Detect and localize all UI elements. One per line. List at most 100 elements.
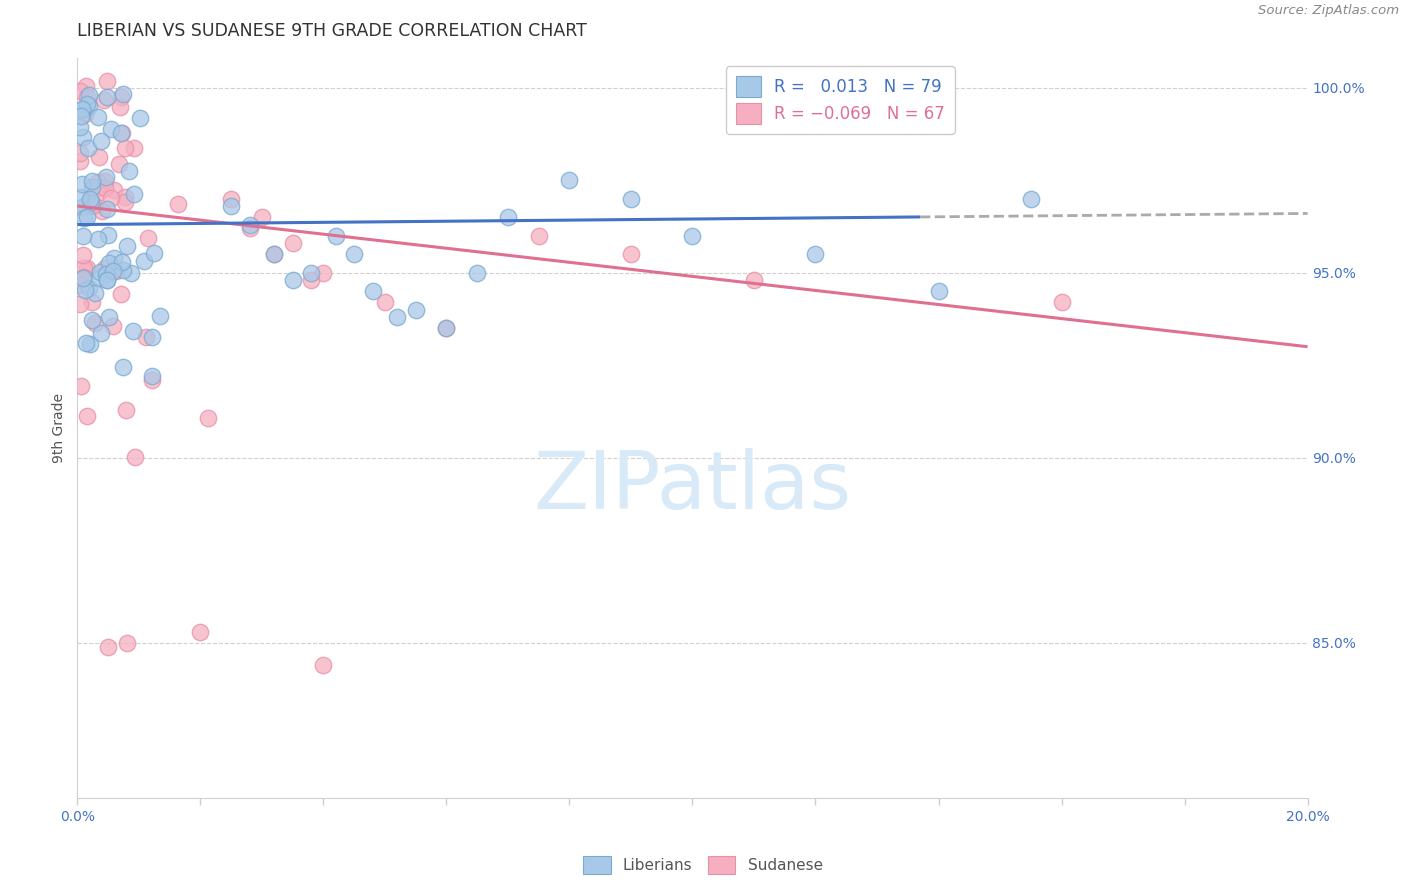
Point: [79, 192, 101, 206]
Point: [124, 450, 146, 465]
Point: [115, 239, 138, 253]
Point: [100, 122, 122, 136]
Point: [87, 150, 110, 164]
Text: LIBERIAN VS SUDANESE 9TH GRADE CORRELATION CHART: LIBERIAN VS SUDANESE 9TH GRADE CORRELATI…: [77, 22, 588, 40]
Point: [103, 183, 125, 197]
Point: [82, 313, 104, 327]
Point: [73, 199, 96, 213]
Point: [94, 261, 117, 276]
Point: [77, 98, 100, 112]
Point: [87, 110, 110, 124]
Point: [82, 179, 104, 194]
Point: [76, 260, 98, 275]
Point: [70, 277, 93, 292]
Point: [135, 330, 157, 344]
Point: [94, 174, 117, 188]
Point: [70, 178, 93, 192]
Point: [281, 236, 304, 251]
Point: [69, 146, 91, 161]
Point: [69, 190, 91, 204]
Point: [110, 90, 132, 104]
Point: [114, 141, 136, 155]
Point: [299, 266, 322, 280]
Point: [76, 90, 98, 104]
Point: [263, 247, 285, 261]
Point: [558, 173, 581, 187]
Point: [93, 93, 115, 107]
Legend: Liberians, Sudanese: Liberians, Sudanese: [576, 850, 830, 880]
Point: [76, 210, 98, 224]
Point: [1019, 192, 1042, 206]
Point: [89, 179, 111, 194]
Point: [527, 228, 550, 243]
Point: [742, 273, 765, 287]
Point: [239, 218, 262, 232]
Point: [103, 252, 125, 266]
Point: [87, 175, 110, 189]
Point: [80, 294, 103, 309]
Point: [72, 102, 94, 116]
Point: [281, 273, 304, 287]
Point: [167, 196, 190, 211]
Point: [312, 266, 335, 280]
Point: [141, 368, 163, 383]
Point: [73, 260, 96, 275]
Point: [72, 130, 94, 145]
Point: [94, 169, 117, 184]
Point: [70, 378, 93, 392]
Point: [96, 89, 118, 103]
Point: [118, 164, 141, 178]
Point: [73, 283, 96, 297]
Point: [96, 202, 118, 217]
Point: [79, 193, 101, 207]
Point: [620, 192, 643, 206]
Point: [111, 360, 134, 375]
Point: [124, 186, 146, 201]
Point: [263, 247, 285, 261]
Point: [312, 658, 335, 673]
Point: [75, 335, 97, 350]
Point: [76, 97, 98, 112]
Point: [188, 624, 212, 639]
Point: [97, 640, 120, 654]
Point: [87, 186, 110, 201]
Point: [76, 141, 98, 155]
Point: [90, 134, 112, 148]
Point: [80, 174, 103, 188]
Point: [374, 295, 396, 310]
Point: [101, 263, 124, 277]
Point: [70, 103, 93, 117]
Point: [104, 264, 127, 278]
Point: [111, 263, 134, 277]
Point: [343, 247, 366, 261]
Point: [111, 254, 134, 268]
Point: [90, 326, 112, 340]
Point: [70, 200, 93, 214]
Y-axis label: 9th Grade: 9th Grade: [52, 393, 66, 463]
Point: [87, 270, 110, 285]
Point: [93, 181, 115, 195]
Point: [73, 269, 96, 284]
Point: [72, 248, 94, 262]
Point: [72, 270, 94, 285]
Point: [465, 266, 488, 280]
Point: [101, 319, 124, 334]
Point: [239, 221, 262, 235]
Point: [98, 256, 121, 270]
Point: [96, 273, 118, 287]
Point: [83, 316, 105, 330]
Point: [1050, 295, 1073, 310]
Point: [682, 228, 704, 243]
Point: [111, 126, 134, 140]
Point: [75, 78, 97, 93]
Point: [96, 273, 118, 287]
Text: Source: ZipAtlas.com: Source: ZipAtlas.com: [1258, 4, 1399, 18]
Point: [77, 281, 100, 295]
Point: [142, 246, 165, 260]
Point: [141, 330, 163, 344]
Point: [136, 231, 159, 245]
Point: [436, 321, 458, 335]
Point: [110, 287, 132, 301]
Point: [69, 296, 91, 310]
Point: [69, 153, 91, 168]
